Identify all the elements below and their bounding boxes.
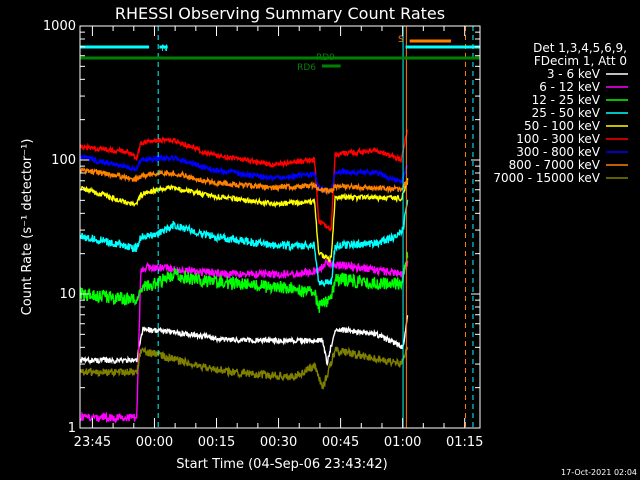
flag-label: N	[161, 44, 168, 54]
series-line	[80, 257, 409, 424]
x-tick-label: 01:00	[384, 435, 421, 450]
legend-label: 7000 - 15000 keV	[493, 171, 600, 185]
legend-label: 12 - 25 keV	[532, 93, 601, 107]
flag-label: RD6	[297, 63, 316, 73]
series-line	[80, 178, 409, 263]
y-tick-label: 100	[51, 153, 76, 168]
series-line	[80, 251, 409, 313]
y-axis-label: Count Rate (s⁻¹ detector⁻¹)	[20, 139, 35, 316]
plot-frame	[79, 25, 481, 429]
flag-label: RD9	[316, 53, 335, 63]
series-group	[80, 129, 409, 424]
x-axis-label: Start Time (04-Sep-06 23:43:42)	[176, 457, 387, 472]
series-line	[80, 167, 409, 196]
x-tick-label: 23:45	[74, 435, 111, 450]
series-line	[80, 199, 409, 288]
chart-title: RHESSI Observing Summary Count Rates	[115, 4, 445, 23]
series-line	[80, 315, 409, 367]
legend-header-line-1: Det 1,3,4,5,6,9,	[533, 41, 627, 55]
series-line	[80, 129, 409, 232]
legend-label: 800 - 7000 keV	[509, 158, 601, 172]
x-tick-label: 01:15	[446, 435, 483, 450]
x-tick-label: 00:30	[260, 435, 297, 450]
x-tick-label: 00:45	[322, 435, 359, 450]
legend-label: 6 - 12 keV	[539, 80, 601, 94]
legend: Det 1,3,4,5,6,9, FDecim 1, Att 0 3 - 6 k…	[493, 41, 628, 185]
legend-header-line-2: FDecim 1, Att 0	[534, 54, 627, 68]
series-line	[80, 153, 409, 195]
legend-label: 3 - 6 keV	[547, 67, 601, 81]
legend-label: 25 - 50 keV	[532, 106, 601, 120]
y-tick-label: 10	[59, 287, 76, 302]
legend-label: 300 - 800 keV	[516, 145, 600, 159]
y-tick-label: 1	[68, 421, 76, 436]
legend-label: 100 - 300 keV	[516, 132, 600, 146]
x-tick-label: 00:00	[136, 435, 173, 450]
footer-timestamp: 17-Oct-2021 02:04	[561, 468, 637, 477]
legend-label: 50 - 100 keV	[524, 119, 601, 133]
x-tick-label: 00:15	[198, 435, 235, 450]
series-line	[80, 346, 409, 390]
y-tick-label: 1000	[43, 19, 76, 34]
flag-label: S	[398, 35, 404, 45]
